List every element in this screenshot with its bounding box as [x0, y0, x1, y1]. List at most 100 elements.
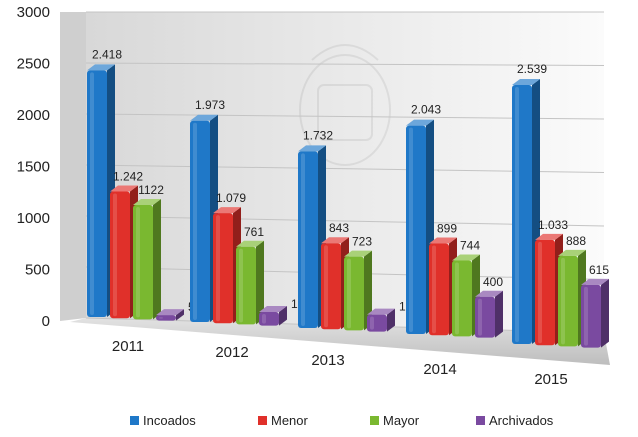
- bar-top: [429, 237, 457, 244]
- y-tick-label: 0: [42, 313, 50, 330]
- x-tick-label: 2012: [215, 344, 248, 361]
- bar: [452, 254, 480, 337]
- bar-top: [535, 233, 563, 240]
- legend-swatch: [370, 416, 379, 425]
- bar-top: [344, 250, 372, 257]
- bar-front: [156, 315, 176, 321]
- data-label: 1.973: [195, 98, 225, 112]
- bar-highlight: [324, 245, 328, 328]
- data-label: 1.079: [216, 191, 246, 205]
- x-axis-categories: 2011 2012 2013 2014 2015: [112, 338, 568, 388]
- bar-highlight: [584, 286, 588, 346]
- data-label: 1.033: [538, 218, 568, 232]
- bar-side: [176, 309, 184, 321]
- bar-highlight: [561, 257, 565, 345]
- bar: [344, 250, 372, 331]
- y-axis-ticks: 0 500 1000 1500 2000 2500 3000: [17, 4, 50, 330]
- bar-side: [256, 240, 264, 325]
- y-tick-label: 2000: [17, 107, 50, 124]
- bars: 2.4181.2421122541.9731.0797611331.732843…: [87, 47, 609, 348]
- data-label: 843: [329, 221, 349, 235]
- bar-top: [259, 306, 287, 313]
- bar-highlight: [90, 72, 94, 315]
- bar-top: [298, 145, 326, 152]
- legend-item: Archivados: [476, 413, 554, 428]
- x-tick-label: 2015: [534, 371, 567, 388]
- bar-highlight: [478, 298, 482, 336]
- data-label: 400: [483, 275, 503, 289]
- bar-highlight: [370, 316, 374, 330]
- bar-highlight: [136, 206, 140, 318]
- data-label: 888: [566, 234, 586, 248]
- data-label: 2.539: [517, 62, 547, 76]
- legend: Incoados Menor Mayor Archivados: [130, 413, 554, 428]
- legend-label: Menor: [271, 413, 309, 428]
- bar-side: [279, 306, 287, 326]
- legend-swatch: [476, 416, 485, 425]
- x-tick-label: 2011: [112, 338, 144, 355]
- bar-top: [558, 249, 586, 256]
- bar-side: [601, 278, 609, 348]
- bar-highlight: [455, 262, 459, 335]
- x-tick-label: 2014: [423, 361, 456, 378]
- bar-top: [452, 254, 480, 261]
- bar-top: [367, 308, 395, 315]
- legend-swatch: [130, 416, 139, 425]
- bar-top: [156, 309, 184, 316]
- data-label: 2.418: [92, 47, 122, 61]
- bar-top: [406, 119, 434, 126]
- data-label: 2.043: [411, 103, 441, 117]
- bar-top: [236, 240, 264, 247]
- data-label: 744: [460, 239, 480, 253]
- bar: [367, 308, 395, 332]
- watermark-emblem: [299, 44, 391, 166]
- bar-highlight: [113, 193, 117, 317]
- y-tick-label: 2500: [17, 56, 50, 73]
- bar: [236, 240, 264, 325]
- bar-side: [364, 250, 372, 331]
- x-tick-label: 2013: [311, 352, 344, 369]
- legend-item: Incoados: [130, 413, 196, 428]
- legend-item: Menor: [258, 413, 309, 428]
- legend-label: Incoados: [143, 413, 196, 428]
- bar-top: [213, 207, 241, 214]
- bar: [133, 198, 161, 320]
- bar-highlight: [301, 153, 305, 326]
- bar-top: [190, 114, 218, 121]
- bar: [581, 278, 609, 348]
- data-label: 1.732: [303, 128, 333, 142]
- bar-top: [475, 290, 503, 297]
- y-tick-label: 500: [25, 262, 50, 279]
- legend-label: Archivados: [489, 413, 554, 428]
- legend-label: Mayor: [383, 413, 420, 428]
- data-label: 615: [589, 263, 609, 277]
- bar-highlight: [347, 258, 351, 329]
- bar-highlight: [193, 122, 197, 320]
- bar: [156, 309, 184, 321]
- bar-highlight: [216, 215, 220, 322]
- bar-top: [110, 185, 138, 192]
- bar-highlight: [515, 87, 519, 342]
- data-label: 899: [437, 222, 457, 236]
- gridline: [85, 62, 605, 66]
- bar-highlight: [432, 245, 436, 334]
- y-tick-label: 1500: [17, 159, 50, 176]
- data-label: 1.242: [113, 170, 143, 184]
- legend-item: Mayor: [370, 413, 420, 428]
- data-label: 1122: [138, 183, 164, 197]
- bar-side: [153, 198, 161, 320]
- bar-highlight: [159, 317, 163, 319]
- bar: [475, 290, 503, 338]
- bar-side: [495, 290, 503, 338]
- bar-top: [512, 79, 540, 86]
- data-label: 761: [244, 225, 264, 239]
- bar-highlight: [262, 314, 266, 324]
- bar-top: [581, 278, 609, 285]
- bar-highlight: [538, 241, 542, 344]
- y-tick-label: 3000: [17, 4, 50, 21]
- bar: [259, 306, 287, 326]
- bar-top: [87, 64, 115, 71]
- bar-side: [387, 308, 395, 332]
- bar-top: [321, 237, 349, 244]
